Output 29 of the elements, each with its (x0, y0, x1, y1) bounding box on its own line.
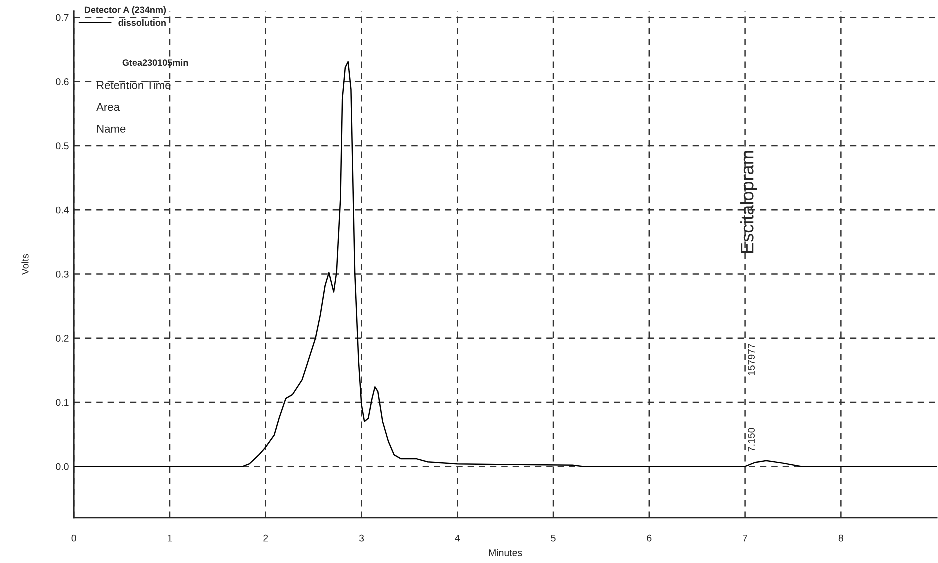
y-tick-label: 0.4 (56, 206, 69, 214)
y-tick-label: 0.6 (56, 78, 69, 86)
annotation: 157977 (748, 344, 755, 376)
y-tick-label: 0.2 (56, 335, 69, 342)
y-tick-label: 0.3 (56, 270, 69, 278)
legend-title: Detector A (234nm) (84, 6, 166, 15)
legend-label: dissolution (118, 19, 166, 26)
x-axis-title: Minutes (489, 549, 522, 556)
annotation: Retention Time (97, 81, 171, 90)
x-tick-label: 2 (264, 534, 268, 542)
x-tick-label: 0 (72, 534, 76, 542)
y-tick-label: 0.1 (56, 399, 69, 406)
x-tick-label: 5 (551, 534, 556, 542)
x-tick-label: 7 (743, 534, 748, 542)
annotation: Escitalopram (740, 151, 758, 253)
annotation: Gtea230105min (122, 59, 188, 66)
annotation: Area (96, 103, 120, 112)
y-tick-label: 0.5 (56, 142, 69, 150)
y-tick-label: 0.7 (56, 14, 69, 22)
annotation: Name (97, 125, 126, 133)
y-axis-title: Volts (22, 254, 29, 276)
x-tick-label: 4 (455, 534, 460, 542)
line-series (74, 61, 938, 468)
annotation: 7.150 (748, 428, 755, 452)
y-tick-label: 0.0 (56, 463, 69, 470)
x-tick-label: 3 (359, 534, 364, 542)
x-tick-label: 1 (168, 534, 172, 542)
x-tick-label: 6 (647, 534, 652, 542)
x-tick-label: 8 (838, 534, 844, 542)
